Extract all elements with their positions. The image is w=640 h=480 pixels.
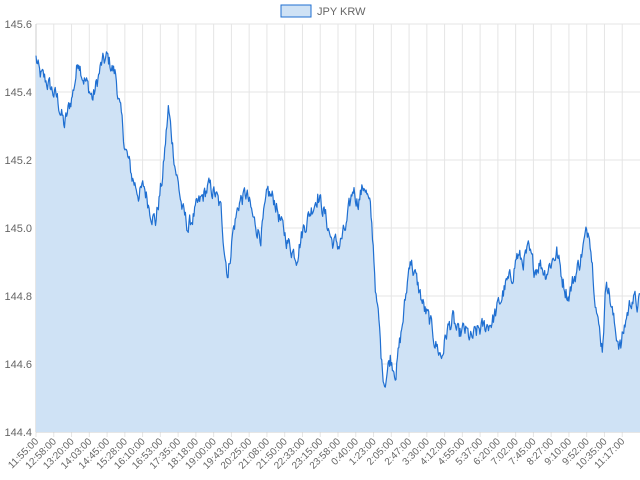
y-tick-label: 145.4 xyxy=(4,87,32,99)
legend-swatch xyxy=(280,4,312,18)
y-tick-label: 144.4 xyxy=(4,427,32,439)
legend[interactable]: JPY KRW xyxy=(280,4,366,18)
y-tick-label: 145.6 xyxy=(4,19,32,31)
x-axis: 11:55:0012:58:0013:20:0014:03:0014:45:00… xyxy=(6,436,627,472)
y-tick-label: 144.8 xyxy=(4,291,32,303)
y-tick-label: 144.6 xyxy=(4,359,32,371)
series-line xyxy=(35,51,640,388)
series-fill xyxy=(36,51,640,432)
y-axis: 144.4 144.6 144.8 145.0 145.2 145.4 145.6 xyxy=(4,19,32,439)
legend-label: JPY KRW xyxy=(317,6,366,18)
y-tick-label: 145.2 xyxy=(4,155,32,167)
series-area xyxy=(35,51,640,432)
y-tick-label: 145.0 xyxy=(4,223,32,235)
